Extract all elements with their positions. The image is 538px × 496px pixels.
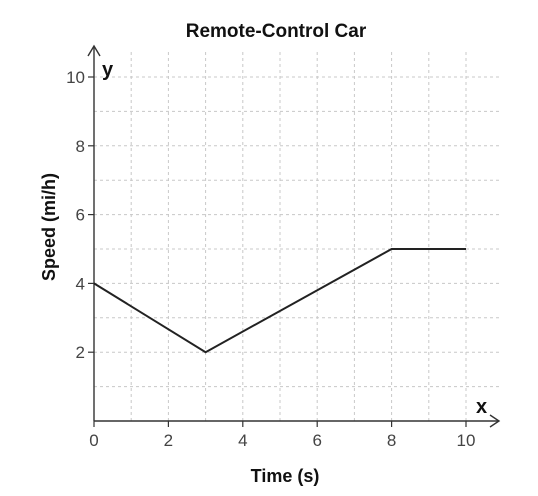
chart-title: Remote-Control Car <box>186 21 367 42</box>
series-layer <box>93 248 467 354</box>
y-axis-arrowhead <box>87 44 101 57</box>
x-tick-label: 0 <box>89 431 98 450</box>
x-axis-letter: x <box>476 396 487 418</box>
grid <box>94 51 500 421</box>
y-axis-label: Speed (mi/h) <box>39 173 59 281</box>
y-tick-label: 4 <box>76 274 85 293</box>
series-line <box>93 248 466 354</box>
y-axis-letter: y <box>102 59 114 81</box>
tick-labels: 0 2 4 6 8 10 2 4 6 8 10 <box>66 68 475 450</box>
x-tick-label: 6 <box>312 431 321 450</box>
y-tick-label: 10 <box>66 68 85 87</box>
x-axis-label: Time (s) <box>251 466 320 486</box>
y-tick-label: 8 <box>76 137 85 156</box>
x-tick-label: 10 <box>457 431 476 450</box>
x-tick-label: 4 <box>238 431 247 450</box>
y-tick-label: 6 <box>76 206 85 225</box>
x-axis-arrowhead <box>489 414 501 428</box>
axes <box>87 44 501 428</box>
y-tick-label: 2 <box>76 343 85 362</box>
x-tick-label: 2 <box>164 431 173 450</box>
x-tick-label: 8 <box>387 431 396 450</box>
